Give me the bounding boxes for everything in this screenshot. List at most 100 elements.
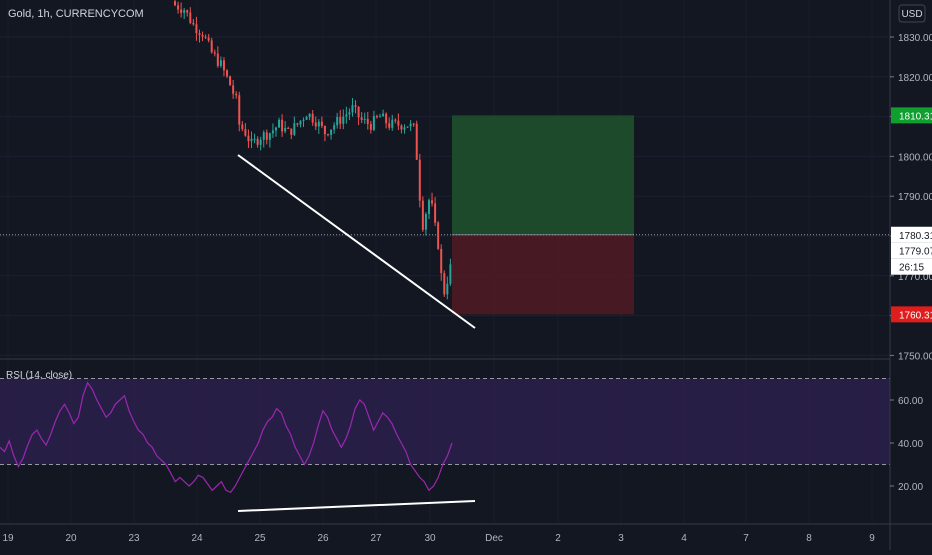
candle-body [201, 34, 204, 37]
candle [226, 69, 229, 79]
time-tick-label: 26 [317, 533, 329, 544]
candle-body [216, 53, 219, 66]
candle [336, 112, 339, 129]
candle [244, 123, 247, 137]
candle [256, 136, 259, 148]
candle-body [314, 122, 317, 127]
price-trendline[interactable] [237, 154, 476, 329]
candle [333, 122, 336, 134]
candle [409, 120, 412, 131]
price-trendline-layer[interactable] [237, 154, 476, 329]
candle [308, 113, 311, 121]
candle-body [271, 130, 274, 134]
candle [204, 34, 207, 39]
candle-body [262, 132, 265, 140]
time-tick-label: 25 [254, 533, 266, 544]
candle [247, 129, 250, 149]
candle [415, 120, 418, 160]
entry-price-badge[interactable]: 1780.31 [891, 226, 932, 243]
candle-body [443, 273, 446, 295]
countdown-badge[interactable]: 26:15 [891, 258, 932, 275]
rsi-line[interactable] [0, 381, 453, 494]
candle [213, 49, 216, 57]
candle-body [219, 60, 222, 66]
candle [323, 125, 326, 142]
stop-price-badge[interactable]: 1760.31 [891, 306, 932, 323]
candle [253, 133, 256, 144]
candle-body [247, 135, 250, 142]
entry-price-badge-label: 1780.31 [899, 231, 932, 242]
candle [427, 198, 430, 219]
target-zone[interactable] [452, 115, 634, 235]
candle-body [253, 138, 256, 140]
time-tick-label: 8 [806, 533, 812, 544]
candle [222, 57, 225, 77]
candle-body [348, 112, 351, 115]
candle [198, 29, 201, 43]
rsi-trendline[interactable] [237, 500, 476, 512]
candle-body [391, 119, 394, 128]
candle-body [207, 37, 210, 41]
candle-body [409, 123, 412, 127]
candle [229, 75, 232, 86]
candle-body [418, 159, 421, 201]
candle [186, 9, 189, 17]
candle [207, 34, 210, 43]
candle [369, 120, 372, 134]
candle-body [403, 127, 406, 130]
candle-body [327, 134, 329, 136]
candle-body [449, 264, 452, 284]
time-tick-label: 19 [2, 533, 14, 544]
last-price-badge-bg [891, 242, 932, 259]
candle-body [229, 76, 232, 86]
candle [183, 7, 186, 20]
candle-body [400, 125, 403, 130]
candle [397, 113, 400, 131]
symbol-label[interactable]: Gold, 1h, CURRENCYCOM [8, 8, 144, 20]
rsi-pane[interactable] [0, 378, 890, 512]
candle [177, 1, 180, 14]
candle [406, 126, 409, 129]
time-tick-label: 7 [743, 533, 749, 544]
candle [293, 116, 296, 137]
candle-body [268, 133, 271, 140]
last-price-badge[interactable]: 1779.07 [891, 242, 932, 259]
currency-button[interactable]: USD [898, 4, 926, 23]
candle-body [186, 10, 189, 13]
time-tick-label: 20 [65, 533, 77, 544]
candle-body [357, 106, 360, 118]
candles-layer [174, 0, 452, 300]
time-axis[interactable]: 19 20 23 24 25 26 27 30 Dec 2 3 4 7 8 9 [0, 523, 932, 544]
candle-body [232, 85, 235, 94]
time-tick-label: 9 [869, 533, 875, 544]
candle [299, 120, 302, 128]
candle [192, 19, 195, 26]
candle-body [372, 116, 375, 130]
candle [382, 109, 385, 117]
candle [296, 122, 299, 127]
candle [311, 109, 314, 126]
candle [391, 114, 394, 131]
candle-body [195, 24, 198, 34]
candle-body [388, 123, 391, 128]
candle-body [278, 119, 281, 128]
candle-body [296, 123, 299, 125]
candle-body [323, 125, 326, 135]
candle [201, 31, 204, 42]
candle [449, 258, 452, 287]
long-position-tool[interactable] [0, 115, 890, 315]
candle [290, 128, 293, 140]
price-tick-label: 1770.00 [898, 272, 932, 283]
candle [210, 37, 213, 54]
price-tick-label: 1820.00 [898, 73, 932, 84]
price-axis[interactable]: 1830.001820.001810.001800.001790.001780.… [889, 0, 932, 550]
candle [403, 124, 406, 134]
candle-body [427, 200, 430, 214]
rsi-label[interactable]: RSI (14, close) [6, 370, 72, 381]
target-price-badge[interactable]: 1810.31 [891, 107, 932, 124]
candle-body [299, 120, 302, 125]
candle [327, 133, 329, 137]
stop-zone[interactable] [452, 234, 634, 315]
